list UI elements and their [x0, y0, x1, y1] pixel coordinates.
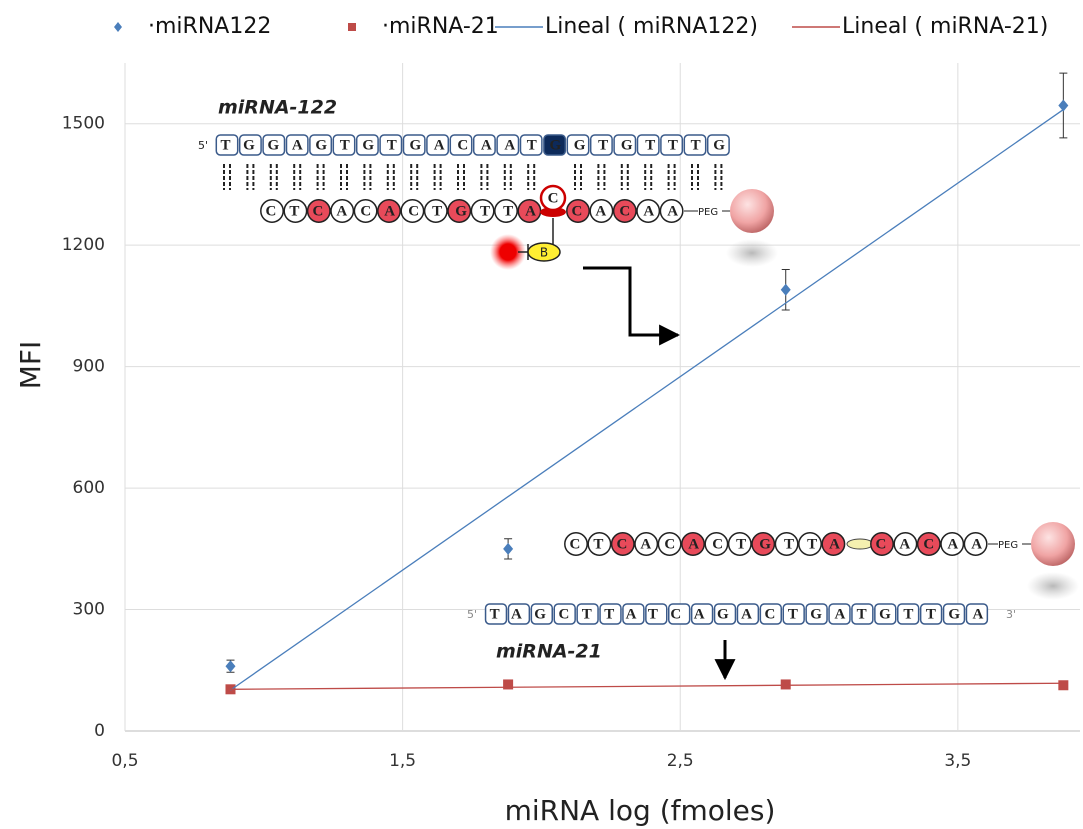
x-tick-label: 1,5 [389, 751, 416, 771]
label: B [540, 246, 548, 260]
y-tick-label: 1500 [62, 114, 105, 134]
y-tick-label: 600 [73, 478, 105, 498]
point [781, 679, 791, 689]
y-tick-label: 0 [94, 721, 105, 741]
y-tick-label: 1200 [62, 235, 105, 255]
sequence: TGGAGTGTGACAATGGTGTTTG [220, 137, 725, 153]
bead [1031, 522, 1075, 566]
legend-label: ·miRNA122 [148, 14, 271, 39]
y-tick-label: 900 [73, 357, 105, 377]
label: PEG [698, 207, 718, 218]
annotation: miRNA-122 [218, 97, 337, 119]
x-tick-label: 3,5 [944, 751, 971, 771]
legend-label: Lineal ( miRNA122) [545, 14, 758, 39]
bead [730, 189, 774, 233]
arrow [583, 268, 678, 335]
legend-label: Lineal ( miRNA-21) [842, 14, 1048, 39]
y-tick-label: 300 [73, 600, 105, 620]
legend-label: ·miRNA-21 [382, 14, 499, 39]
chart: 0 300 600 900 1200 1500 0,5 1,5 2,5 3,5 miRNA-122… [0, 0, 1083, 829]
point [225, 660, 235, 672]
legend-marker [348, 23, 356, 31]
legend-marker [114, 22, 122, 32]
x-tick-label: 2,5 [667, 751, 694, 771]
sequence: TAGCTTATCAGACTGATGTTGA [490, 606, 984, 622]
label: C [548, 190, 559, 206]
point [781, 284, 791, 296]
x-axis-title: miRNA log (fmoles) [505, 794, 776, 827]
bead-shadow [726, 239, 778, 267]
label: PEG [998, 540, 1018, 551]
x-tick-label: 0,5 [111, 751, 138, 771]
tether [545, 218, 553, 245]
y-axis-title: MFI [14, 341, 47, 390]
trendline [230, 110, 1063, 691]
point [503, 543, 513, 555]
diagram: miRNA-1225'TGGAGTGTGACAATGGTGTTTGCTCACAC… [198, 97, 1079, 679]
point [1058, 680, 1068, 690]
label: 5' [198, 139, 208, 152]
trendline [230, 683, 1063, 689]
label: 3' [1006, 608, 1016, 621]
annotation: miRNA-21 [496, 641, 602, 663]
bead-shadow [1027, 572, 1079, 600]
linker [847, 539, 873, 549]
label: 5' [467, 608, 477, 621]
